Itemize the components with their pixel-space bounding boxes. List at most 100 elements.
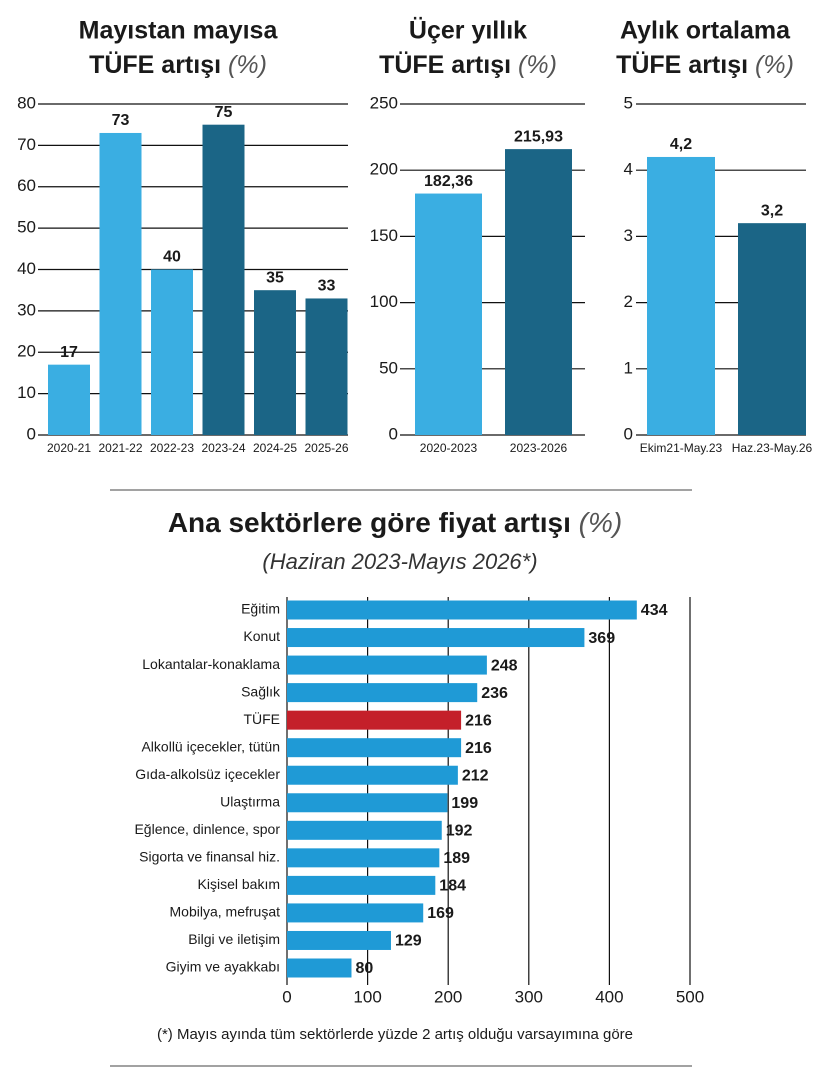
bar: [202, 124, 245, 435]
y-tick-label: 250: [370, 93, 398, 112]
y-tick-label: Giyim ve ayakkabı: [166, 959, 280, 975]
bar: [287, 628, 585, 648]
bar: [151, 269, 193, 435]
value-label: 40: [163, 249, 181, 266]
y-tick-label: 3: [624, 226, 633, 245]
x-tick-label: 2024-25: [253, 441, 297, 455]
y-tick-label: 50: [379, 358, 398, 377]
value-label: 212: [462, 767, 489, 784]
chart-title-line: TÜFE artışı: [379, 50, 511, 79]
bar: [287, 655, 487, 675]
y-tick-label: 0: [624, 424, 633, 443]
y-tick-label: Kişisel bakım: [198, 876, 280, 892]
chart-title: Üçer yıllık: [409, 16, 527, 45]
y-tick-label: 30: [17, 300, 36, 319]
chart-title: TÜFE artışı (%): [379, 50, 557, 79]
value-label: 80: [355, 960, 373, 977]
value-label: 199: [451, 795, 478, 812]
x-tick-label: 2022-23: [150, 441, 194, 455]
bar: [48, 364, 90, 435]
y-tick-label: Eğitim: [241, 601, 280, 617]
x-tick-label: 100: [353, 987, 381, 1006]
y-tick-label: 80: [17, 93, 36, 112]
bar: [305, 298, 348, 435]
bar: [287, 930, 391, 950]
y-tick-label: Gıda-alkolsüz içecekler: [135, 766, 280, 782]
y-tick-label: 50: [17, 218, 36, 237]
value-label: 369: [588, 630, 615, 647]
x-tick-label: 2025-26: [304, 441, 348, 455]
bar: [647, 156, 715, 435]
bar: [287, 793, 448, 813]
chart-title: TÜFE artışı (%): [89, 50, 267, 79]
x-tick-label: 2020-21: [47, 441, 91, 455]
bar: [287, 683, 478, 703]
value-label: 169: [427, 905, 454, 922]
y-tick-label: 10: [17, 383, 36, 402]
x-tick-label: 0: [282, 987, 291, 1006]
bar: [287, 848, 440, 868]
y-tick-label: 40: [17, 259, 36, 278]
value-label: 4,2: [670, 136, 692, 153]
value-label: 33: [318, 278, 336, 295]
value-label: 3,2: [761, 202, 783, 219]
x-tick-label: 200: [434, 987, 462, 1006]
y-tick-label: 5: [624, 93, 633, 112]
x-tick-label: 300: [515, 987, 543, 1006]
subtitle: (Haziran 2023-Mayıs 2026*): [262, 549, 537, 574]
value-label: 73: [112, 112, 130, 129]
y-tick-label: 150: [370, 226, 398, 245]
bar: [505, 149, 572, 435]
y-tick-label: 100: [370, 292, 398, 311]
y-tick-label: Ulaştırma: [220, 793, 280, 809]
bar: [415, 193, 482, 435]
unit: (%): [579, 507, 623, 538]
chart-title: Ana sektörlere göre fiyat artışı (%): [168, 507, 622, 538]
value-label: 35: [266, 269, 284, 286]
y-tick-label: 200: [370, 160, 398, 179]
value-label: 216: [465, 740, 492, 757]
value-label: 216: [465, 712, 492, 729]
value-label: 184: [439, 878, 466, 895]
y-tick-label: 60: [17, 176, 36, 195]
chart-title: Aylık ortalama: [620, 17, 791, 45]
y-tick-label: 70: [17, 135, 36, 154]
bar: [254, 290, 296, 435]
x-tick-label: 2023-24: [201, 441, 245, 455]
bar: [287, 875, 436, 895]
y-tick-label: Sigorta ve finansal hiz.: [139, 849, 280, 865]
value-label: 434: [641, 602, 668, 619]
unit: (%): [518, 51, 557, 79]
y-tick-label: Konut: [243, 628, 280, 644]
footnote: (*) Mayıs ayında tüm sektörlerde yüzde 2…: [157, 1026, 633, 1043]
y-tick-label: Alkollü içecekler, tütün: [141, 738, 280, 754]
value-label: 189: [443, 850, 470, 867]
y-tick-label: 20: [17, 342, 36, 361]
value-label: 17: [60, 344, 78, 361]
x-tick-label: 2023-2026: [510, 441, 568, 455]
x-tick-label: Ekim21-May.23: [640, 441, 723, 455]
chart-title-line: TÜFE artışı: [616, 50, 748, 79]
x-tick-label: 2020-2023: [420, 441, 478, 455]
y-tick-label: 4: [624, 160, 633, 179]
unit: (%): [755, 51, 794, 79]
value-label: 129: [395, 933, 422, 950]
value-label: 248: [491, 657, 518, 674]
y-tick-label: Mobilya, mefruşat: [170, 904, 281, 920]
y-tick-label: Bilgi ve iletişim: [188, 931, 280, 947]
value-label: 75: [215, 104, 233, 121]
bar: [287, 820, 442, 840]
bar: [287, 903, 424, 923]
x-tick-label: 500: [676, 987, 704, 1006]
x-tick-label: 400: [595, 987, 623, 1006]
unit: (%): [228, 51, 267, 79]
value-label: 182,36: [424, 173, 473, 190]
bar: [287, 600, 637, 620]
value-label: 236: [481, 685, 508, 702]
y-tick-label: Eğlence, dinlence, spor: [134, 821, 280, 837]
chart-title: Mayıstan mayısa: [79, 17, 279, 45]
y-tick-label: 0: [389, 424, 398, 443]
chart-title-line: TÜFE artışı: [89, 50, 221, 79]
bar: [287, 958, 352, 978]
